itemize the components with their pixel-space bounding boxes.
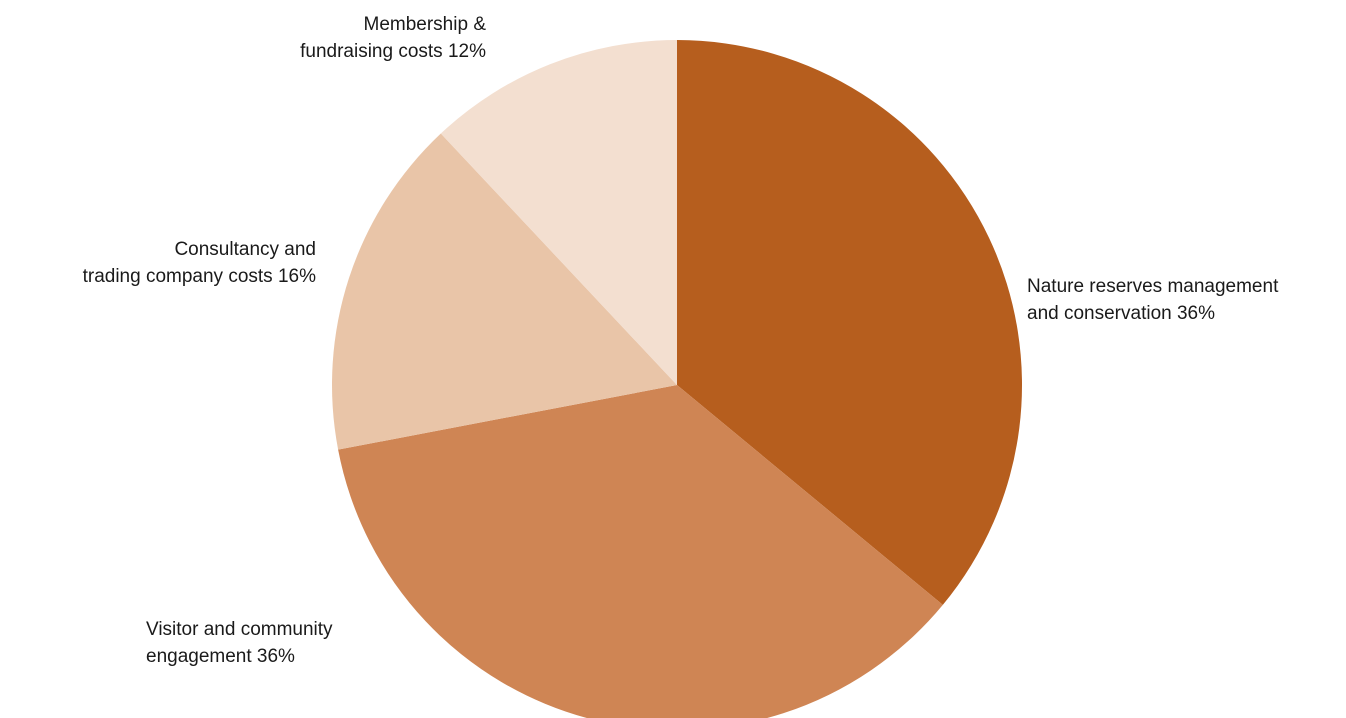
slice-label-consultancy-trading: Consultancy and trading company costs 16… (82, 239, 316, 287)
slice-label-visitor-community: Visitor and community engagement 36% (146, 619, 333, 667)
slice-membership-fundraising (440, 40, 677, 385)
slice-consultancy-trading (331, 133, 677, 450)
slice-label-membership-fundraising: Membership & fundraising costs 12% (300, 14, 486, 62)
slice-label-nature-reserves: Nature reserves management and conservat… (1027, 276, 1279, 324)
slice-nature-reserves (677, 40, 1023, 605)
slice-visitor-community (338, 385, 943, 718)
